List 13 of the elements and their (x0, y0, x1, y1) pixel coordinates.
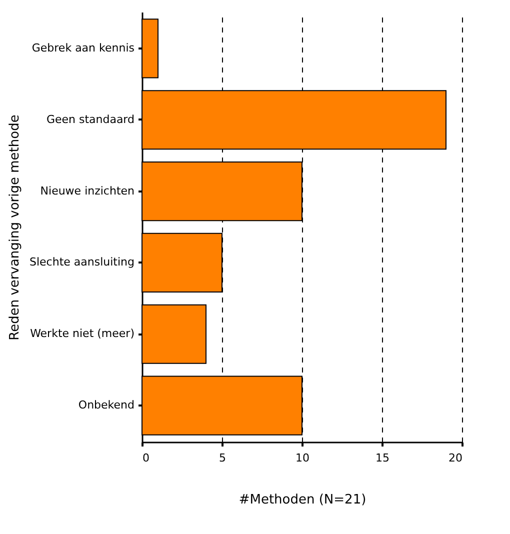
x-tick-label: 0 (142, 452, 150, 464)
y-tick-label: Onbekend (78, 398, 134, 412)
y-tick-label: Nieuwe inzichten (40, 184, 135, 198)
x-tick-label: 15 (376, 452, 390, 464)
y-tick-label: Slechte aansluiting (30, 256, 134, 269)
y-tick-label: Werkte niet (meer) (30, 327, 134, 340)
x-tick-label: 10 (296, 452, 310, 464)
x-tick-label: 5 (219, 452, 226, 464)
y-tick-label: Geen standaard (46, 112, 134, 126)
x-tick-label: 20 (448, 452, 462, 464)
x-axis-title: #Methoden (N=21) (238, 492, 366, 508)
y-axis-title: Reden vervanging vorige methode (8, 114, 23, 340)
y-tick-label: Gebrek aan kennis (32, 41, 135, 54)
